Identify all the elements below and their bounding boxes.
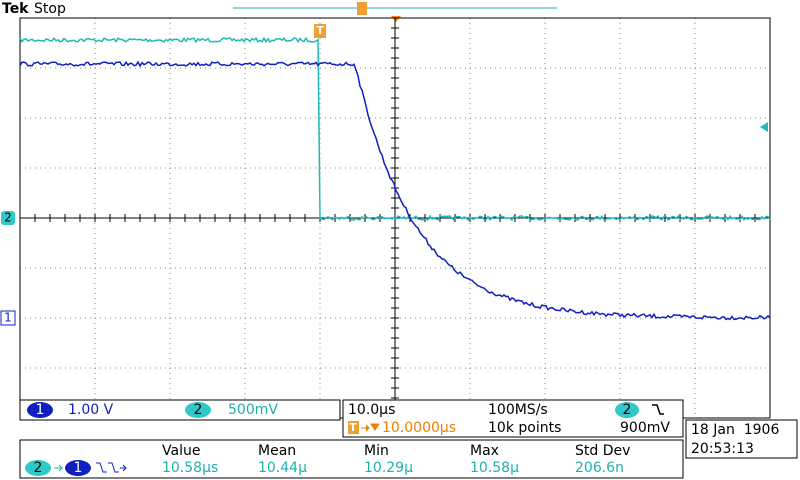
delay-icon-box (348, 421, 359, 434)
meas-source-from-badge (25, 460, 51, 476)
date: 18 Jan 1906 (691, 422, 779, 438)
meas-arrow (54, 464, 63, 472)
sample-rate: 100MS/s (488, 402, 548, 418)
falling-edge-icon (652, 404, 664, 415)
time-scale: 10.0µs (348, 402, 395, 418)
fall-time-icon (96, 462, 127, 473)
time: 20:53:13 (691, 441, 754, 457)
trigger-source: 2 (623, 402, 632, 418)
measurement-panel (19, 439, 684, 479)
trigger-level: 900mV (620, 420, 670, 436)
ch2-marker-label: 2 (4, 211, 12, 225)
meas-value: 10.44µ (258, 460, 307, 476)
trigger-level-marker (760, 122, 768, 132)
ch1-trace (19, 60, 771, 321)
trigger-point (391, 16, 401, 22)
trigger-position (357, 2, 367, 15)
channel-panel (19, 399, 341, 421)
delay-icon: T (349, 421, 357, 434)
ch2-trace (19, 36, 771, 222)
meas-value: 10.29µ (364, 460, 413, 476)
meas-header: Std Dev (575, 443, 630, 459)
delay-arrow (361, 423, 380, 432)
ch2-badge (185, 402, 211, 418)
meas-header: Value (162, 443, 200, 459)
ch1-marker-label: 1 (4, 311, 12, 325)
ch2-marker (1, 211, 15, 225)
ch2-scale: 500mV (228, 402, 278, 418)
trigger-marker (314, 24, 326, 38)
record-length: 10k points (488, 420, 561, 436)
meas-source-from: 2 (34, 460, 43, 476)
status: Stop (34, 1, 66, 17)
ch1-badge (27, 402, 53, 418)
meas-value: 206.6n (575, 460, 624, 476)
delay: 10.0000µs (382, 420, 456, 436)
ch1-scale: 1.00 V (68, 402, 114, 418)
ch1-number: 1 (36, 402, 45, 418)
meas-value: 10.58µs (162, 460, 218, 476)
meas-source-to-badge (65, 460, 91, 476)
ch1-marker (0, 310, 16, 326)
trigger-marker-label: T (316, 24, 324, 37)
ch2-number: 2 (194, 402, 203, 418)
meas-header: Mean (258, 443, 296, 459)
meas-header: Max (470, 443, 499, 459)
brand: Tek (2, 1, 29, 17)
clock-panel (685, 419, 798, 459)
meas-header: Min (364, 443, 389, 459)
trigger-source-badge (615, 402, 639, 418)
meas-value: 10.58µ (470, 460, 519, 476)
meas-source-to: 1 (74, 460, 83, 476)
